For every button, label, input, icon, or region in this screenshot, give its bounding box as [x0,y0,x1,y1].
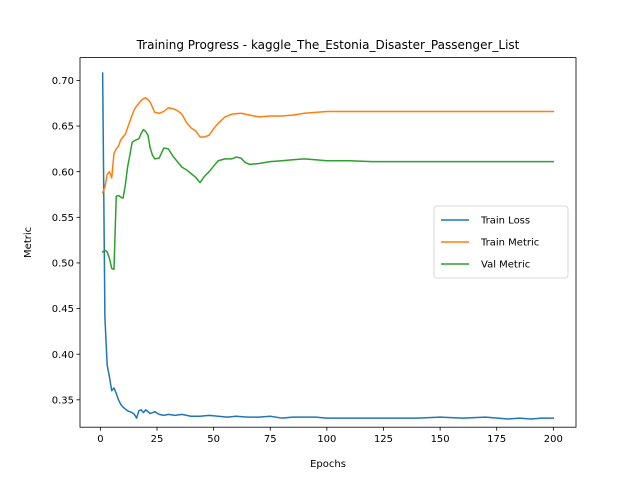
y-tick-label: 0.40 [52,350,74,361]
chart-title: Training Progress - kaggle_The_Estonia_D… [136,38,520,52]
x-tick-label: 100 [317,434,336,445]
y-tick-label: 0.65 [52,122,74,133]
series-layer [101,72,555,420]
y-tick-label: 0.70 [52,76,74,87]
x-tick-label: 50 [207,434,220,445]
series-line-val-metric [101,128,555,271]
y-tick-label: 0.60 [52,167,74,178]
x-tick-label: 175 [487,434,506,445]
x-axis-label: Epochs [310,459,346,470]
legend-label: Val Metric [481,260,530,271]
x-axis: 0 25 50 75 100 125 150 175 200 [97,427,563,445]
x-tick-label: 25 [151,434,164,445]
axes-frame [79,57,577,428]
y-tick-label: 0.35 [52,395,74,406]
x-tick-label: 125 [374,434,393,445]
series-line-train-metric [101,97,555,194]
x-tick-label: 0 [97,434,103,445]
x-tick-label: 150 [431,434,450,445]
legend-label: Train Loss [480,216,530,227]
y-axis-label: Metric [23,227,34,258]
y-axis: 0.35 0.40 0.45 0.50 0.55 0.60 0.65 0.70 [52,76,80,406]
legend: Train Loss Train Metric Val Metric [433,205,569,279]
y-tick-label: 0.50 [52,259,74,270]
legend-box [433,205,569,279]
y-tick-label: 0.55 [52,213,74,224]
y-tick-label: 0.45 [52,304,74,315]
series-line-train-loss [101,72,555,420]
x-tick-label: 75 [264,434,277,445]
legend-label: Train Metric [480,238,539,249]
x-tick-label: 200 [544,434,563,445]
